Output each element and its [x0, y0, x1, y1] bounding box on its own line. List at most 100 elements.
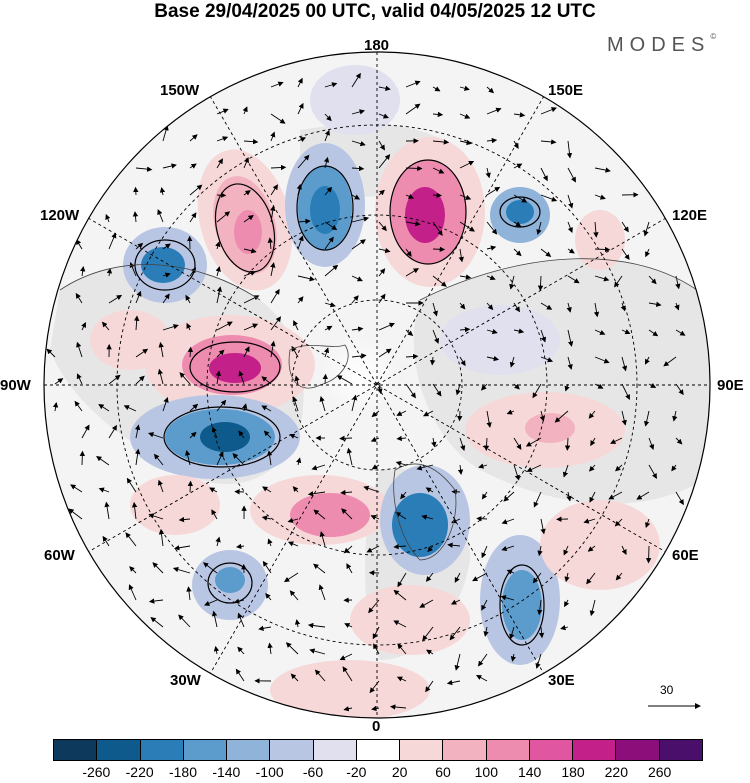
wind-vector	[675, 329, 686, 336]
legend-swatch	[356, 740, 401, 760]
lon-label-150e: 150E	[548, 82, 584, 99]
wind-vector	[537, 275, 544, 291]
wind-vector	[425, 572, 434, 582]
wind-vector	[243, 157, 249, 169]
wind-vector	[297, 296, 304, 304]
wind-vector	[186, 322, 192, 331]
wind-vector	[261, 405, 272, 412]
wind-vector	[588, 410, 596, 419]
wind-vector	[432, 246, 446, 252]
wind-vector	[621, 329, 631, 335]
wind-vector	[324, 82, 338, 88]
wind-vector	[351, 216, 370, 223]
wind-vector	[513, 248, 522, 257]
wind-vector	[74, 400, 83, 412]
wind-vector	[162, 124, 169, 142]
wind-vector	[459, 437, 466, 452]
wind-vector	[263, 430, 272, 439]
wind-vector	[75, 292, 83, 304]
wind-vector	[621, 383, 630, 401]
wind-vector	[340, 489, 353, 496]
wind-vector	[459, 194, 472, 200]
wind-vector	[243, 270, 256, 277]
wind-vector	[343, 706, 353, 712]
wind-vector	[537, 599, 543, 616]
wind-vector	[538, 626, 545, 639]
wind-vector	[187, 346, 194, 358]
legend-swatch	[443, 740, 487, 760]
wind-vector	[237, 612, 245, 628]
wind-vector	[70, 484, 83, 493]
wind-vector	[621, 248, 630, 261]
wind-vector	[447, 542, 461, 548]
wind-vector	[258, 625, 272, 631]
wind-vector	[393, 589, 407, 601]
negative-anomaly-80w-core	[200, 422, 250, 452]
wind-vector	[540, 107, 557, 115]
legend-swatch	[183, 740, 228, 760]
wind-vector	[189, 184, 203, 196]
wind-vector	[243, 295, 260, 304]
wind-vector	[405, 248, 412, 257]
wind-vector	[242, 106, 248, 115]
wind-vector	[189, 267, 197, 277]
wind-vector	[564, 437, 571, 451]
wind-vector	[363, 485, 380, 493]
wind-vector	[372, 626, 380, 640]
wind-vector	[336, 375, 353, 385]
lon-label-120w: 120W	[40, 207, 80, 224]
wind-vector	[152, 562, 164, 574]
wind-vector	[567, 275, 580, 284]
wind-vector	[371, 410, 380, 418]
wind-vector	[162, 396, 169, 412]
negative-anomaly-20e-core	[392, 493, 448, 557]
positive-anomaly-150w-core	[234, 210, 262, 254]
wind-vector	[370, 436, 380, 442]
wind-vector	[405, 103, 421, 115]
wind-vector	[216, 286, 223, 304]
wind-vector	[351, 394, 358, 412]
wind-vector	[486, 302, 494, 311]
legend-swatch	[227, 740, 271, 760]
wind-vector	[243, 323, 259, 331]
positive-anomaly-125e	[575, 210, 625, 270]
positive-anomaly-10e	[350, 585, 470, 655]
wind-vector	[432, 192, 442, 198]
lon-label-30w: 30W	[170, 672, 201, 689]
weak-anomaly-110e	[440, 305, 560, 375]
wind-vector	[454, 572, 461, 583]
wind-vector	[297, 218, 311, 225]
wind-vector	[289, 433, 299, 439]
wind-vector	[450, 599, 461, 605]
wind-vector	[287, 517, 299, 524]
wind-vector	[297, 275, 315, 282]
wind-vector	[621, 545, 627, 556]
wind-vector	[158, 341, 164, 358]
wind-vector	[351, 275, 363, 282]
wind-vector	[133, 315, 140, 331]
wind-vector	[108, 374, 121, 385]
wind-vector	[432, 221, 443, 237]
lon-label-90w: 90W	[0, 377, 31, 394]
wind-vector	[537, 545, 543, 557]
wind-vector	[287, 541, 299, 547]
wind-vector	[79, 266, 86, 277]
wind-vector	[216, 211, 231, 223]
wind-vector	[486, 107, 502, 115]
wind-vector	[290, 673, 299, 682]
wind-vector	[562, 464, 569, 478]
wind-vector	[267, 237, 273, 250]
wind-vector	[432, 275, 447, 287]
wind-vector	[405, 165, 423, 172]
wind-vector	[567, 248, 575, 254]
contour-170w	[296, 165, 354, 251]
wind-vector	[238, 430, 245, 439]
lon-label-150w: 150W	[160, 82, 200, 99]
positive-anomaly-60w	[130, 475, 220, 535]
wind-vector	[397, 572, 407, 588]
wind-vector	[319, 531, 326, 547]
wind-vector	[513, 302, 520, 313]
wind-vector	[643, 221, 650, 237]
wind-vector	[567, 194, 574, 209]
legend-swatch	[616, 740, 660, 760]
